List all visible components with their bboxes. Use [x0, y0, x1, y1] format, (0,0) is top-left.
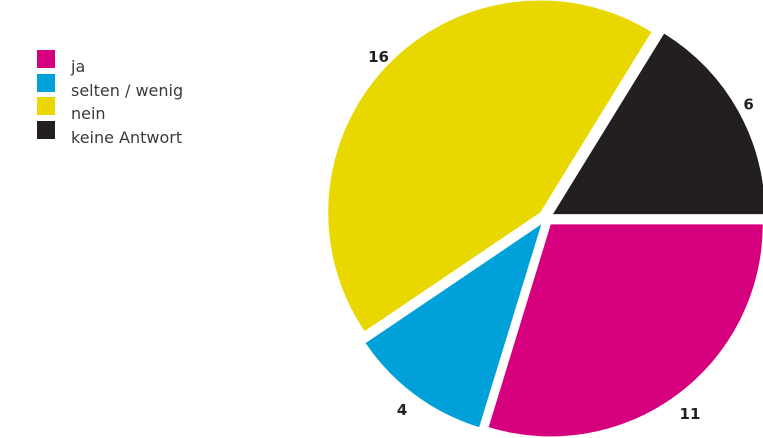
legend-swatch-ja [37, 50, 55, 68]
slice-label-nein: 16 [368, 48, 389, 66]
pie-slice-selten-wenig [365, 224, 542, 428]
slice-label-selten-wenig: 4 [397, 401, 407, 419]
legend-label-keine-antwort: keine Antwort [71, 127, 183, 147]
legend-label-selten-wenig: selten / wenig [71, 80, 184, 100]
pie-slice-nein [328, 0, 652, 332]
legend-swatch-selten-wenig [37, 73, 55, 92]
slice-label-ja: 11 [680, 405, 701, 423]
pie-slice-keine-antwort [552, 33, 763, 215]
legend-label-ja: ja [71, 57, 86, 76]
legend-label-nein: nein [71, 104, 106, 123]
legend-swatch-keine-antwort [37, 120, 55, 139]
pie-slice-ja [488, 224, 763, 437]
legend-swatch-nein [37, 97, 55, 115]
slice-label-keine-antwort: 6 [743, 95, 753, 113]
